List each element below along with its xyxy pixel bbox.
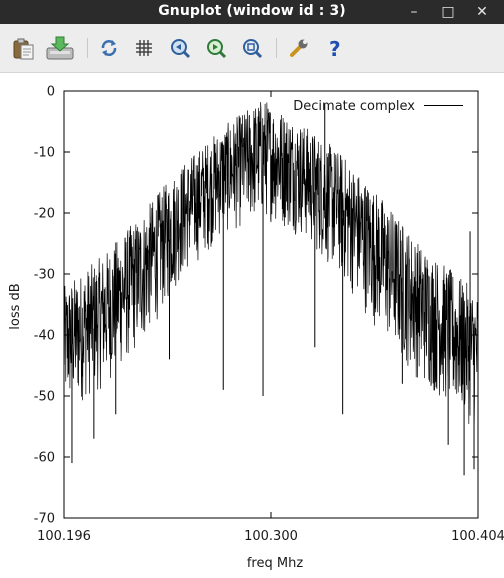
zoom-fit-icon [243,39,263,59]
toolbar: ? [0,24,504,73]
svg-text:?: ? [329,37,341,60]
window-title: Gnuplot (window id : 3) [158,3,346,19]
maximize-button[interactable]: □ [438,2,458,22]
close-button[interactable]: ✕ [472,2,492,22]
autoscale-button[interactable] [240,36,264,60]
y-tick-label: -20 [34,207,55,222]
refresh-icon [101,40,117,56]
y-tick-label: 0 [47,85,55,100]
window-titlebar[interactable]: Gnuplot (window id : 3) – □ ✕ [0,0,504,24]
y-axis-label: loss dB [8,283,23,329]
legend-label: Decimate complex [293,99,415,114]
series-line [63,102,479,425]
wrench-icon [290,39,308,57]
zoom-next-button[interactable] [204,36,228,60]
x-tick-label: 100.300 [244,529,298,544]
maximize-icon: □ [441,4,455,20]
close-icon: ✕ [476,4,488,20]
toolbar-separator [87,38,88,58]
y-tick-label: -10 [34,146,55,161]
zoom-previous-icon [171,39,191,59]
clipboard-icon [13,38,34,60]
export-button[interactable] [46,36,74,60]
copy-to-clipboard-button[interactable] [11,36,35,60]
grid-icon [136,40,152,56]
gnuplot-chart: loss dB freq Mhz 0 -10 -20 -30 -40 -50 -60 -70 1… [8,85,504,572]
plot-area[interactable]: loss dB freq Mhz 0 -10 -20 -30 -40 -50 -60 -70 1… [0,73,504,574]
y-tick-label: -50 [34,390,55,405]
toolbar-separator [276,38,277,58]
y-tick-label: -30 [34,268,55,283]
replot-button[interactable] [97,36,121,60]
y-tick-label: -60 [34,451,55,466]
minimize-icon: – [410,4,418,20]
zoom-previous-button[interactable] [168,36,192,60]
options-button[interactable] [287,36,311,60]
x-tick-label: 100.196 [37,529,91,544]
toggle-grid-button[interactable] [132,36,156,60]
y-tick-label: -40 [34,329,55,344]
x-axis-label: freq Mhz [247,556,303,571]
help-icon: ? [329,37,341,61]
minimize-button[interactable]: – [404,2,424,22]
y-tick-label: -70 [34,512,55,527]
x-tick-label: 100.404 [451,529,504,544]
download-icon [46,36,74,60]
zoom-next-icon [207,39,227,59]
help-button[interactable]: ? [323,36,347,61]
